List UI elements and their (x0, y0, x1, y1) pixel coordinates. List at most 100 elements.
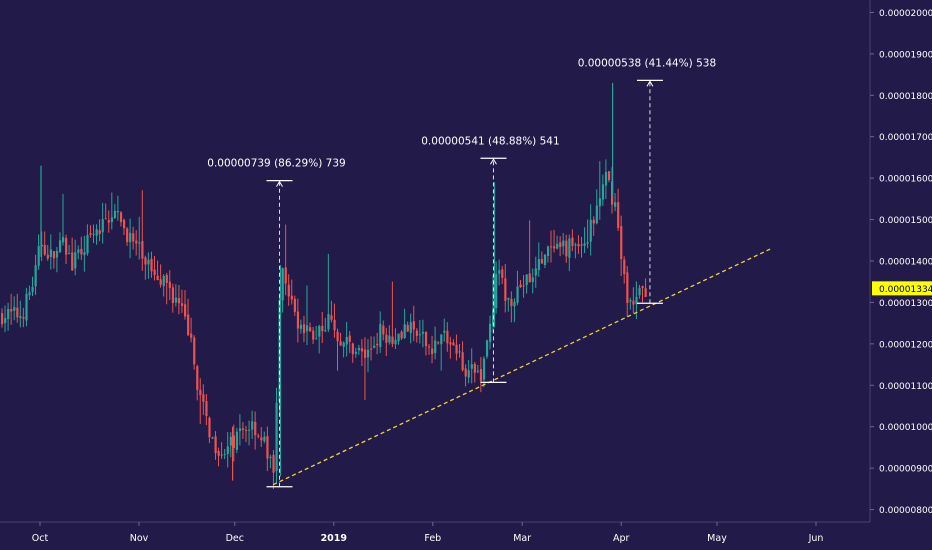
candle-body (388, 335, 391, 343)
candle-body (77, 249, 80, 253)
candle-body (98, 230, 101, 235)
candle-body (598, 198, 601, 207)
candle-body (400, 331, 403, 339)
candle-body (263, 436, 266, 442)
measure-label: 0.00000538 (41.44%) 538 (578, 57, 716, 69)
candle-body (357, 347, 361, 351)
candle-body (162, 275, 165, 287)
candle-body (336, 331, 339, 342)
candle-body (431, 348, 434, 355)
candle-body (428, 346, 431, 348)
candle-body (470, 364, 473, 369)
candle-body (476, 370, 479, 372)
candle-body (123, 219, 126, 229)
candle-body (626, 272, 629, 304)
candle-body (74, 252, 77, 269)
candle-body (208, 417, 211, 438)
candle-body (4, 318, 7, 324)
candle-body (156, 275, 159, 281)
candle-body (287, 284, 290, 297)
candle-body (68, 253, 71, 255)
y-tick-label: 0.00002000 (879, 9, 932, 19)
candle-body (46, 254, 49, 259)
candle-body (58, 240, 62, 253)
price-axis[interactable]: 0.00000800 0.00000900 0.00001000 0.00001100… (870, 9, 932, 516)
candle-body (589, 219, 592, 242)
candle-body (275, 402, 278, 472)
candle-body (293, 298, 296, 312)
candle-body (546, 246, 550, 256)
candle-body (55, 250, 59, 258)
candle-body (284, 267, 287, 284)
candle-body (415, 330, 418, 336)
candle-body (614, 202, 617, 207)
candle-body (299, 324, 303, 329)
candle-body (562, 240, 565, 247)
candle-body (354, 351, 357, 354)
candle-body (296, 311, 300, 329)
candle-body (168, 281, 171, 288)
candle-body (147, 259, 150, 265)
time-axis[interactable]: Oct Nov Dec 2019 Feb Mar Apr May Jun (32, 522, 824, 544)
candle-body (367, 349, 370, 358)
candle-body (235, 431, 239, 450)
y-tick-label: 0.00001700 (879, 133, 932, 143)
candle-body (348, 335, 351, 342)
candle-body (321, 325, 324, 332)
candle-body (345, 337, 348, 345)
candle-body (391, 336, 394, 344)
x-tick-label: Jun (808, 533, 824, 544)
trendline (272, 247, 772, 486)
candle-body (452, 342, 455, 346)
candle-body (617, 202, 620, 228)
candle-body (550, 246, 553, 248)
candle-body (620, 226, 623, 260)
candle-body (577, 244, 580, 247)
candle-body (205, 401, 208, 417)
candle-body (260, 437, 263, 441)
candle-body (360, 348, 364, 352)
x-tick-label: Feb (424, 533, 441, 544)
measure-label: 0.00000541 (48.88%) 541 (421, 135, 559, 147)
candle-body (312, 330, 315, 340)
y-tick-label: 0.00001500 (879, 216, 932, 226)
candle-body (217, 451, 220, 456)
candle-body (479, 369, 483, 382)
candle-body (394, 339, 397, 345)
candle-body (211, 437, 214, 439)
measure-arrow-head (490, 158, 497, 165)
y-tick-label: 0.00000900 (879, 465, 932, 475)
candle-body (19, 316, 22, 319)
candle-body (333, 319, 336, 331)
candle-body (501, 269, 504, 278)
y-tick-label: 0.00000800 (879, 506, 932, 516)
candle-body (330, 315, 333, 320)
candle-body (540, 258, 544, 264)
candle-body (187, 314, 190, 336)
candle-body (113, 210, 117, 218)
trendline-layer (272, 247, 772, 486)
measure-label: 0.00000739 (86.29%) 739 (207, 158, 345, 170)
candle-body (513, 301, 516, 307)
candle-body (412, 321, 415, 330)
candle-body (397, 333, 400, 342)
candle-body (202, 394, 205, 402)
candle-body (257, 435, 260, 437)
candle-body (504, 278, 507, 301)
x-tick-label: Oct (32, 533, 49, 544)
x-tick-label: May (707, 533, 727, 544)
candle-body (129, 232, 132, 243)
candle-body (315, 338, 318, 340)
candle-body (40, 244, 43, 247)
candle-body (25, 293, 28, 321)
candle-body (455, 344, 458, 354)
candle-body (110, 217, 113, 222)
candle-body (418, 334, 422, 336)
candle-body (238, 428, 242, 432)
candle-body (607, 171, 611, 181)
candle-body (272, 454, 275, 473)
last-price-badge: 0.00001334 (872, 281, 932, 296)
candle-body (339, 341, 342, 346)
candle-body (92, 233, 95, 235)
